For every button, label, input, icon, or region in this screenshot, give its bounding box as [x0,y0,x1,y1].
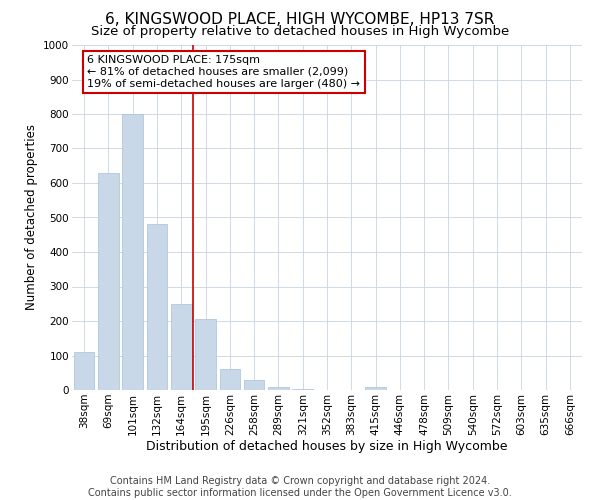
Bar [244,380,265,390]
Text: Size of property relative to detached houses in High Wycombe: Size of property relative to detached ho… [91,25,509,38]
Bar [195,320,216,390]
Bar [74,352,94,390]
Text: 6, KINGSWOOD PLACE, HIGH WYCOMBE, HP13 7SR: 6, KINGSWOOD PLACE, HIGH WYCOMBE, HP13 7… [106,12,494,28]
Bar [268,386,289,390]
Bar [171,304,191,390]
Text: Contains HM Land Registry data © Crown copyright and database right 2024.
Contai: Contains HM Land Registry data © Crown c… [88,476,512,498]
Bar [146,224,167,390]
Bar [122,114,143,390]
Bar [220,370,240,390]
Bar [365,386,386,390]
Text: 6 KINGSWOOD PLACE: 175sqm
← 81% of detached houses are smaller (2,099)
19% of se: 6 KINGSWOOD PLACE: 175sqm ← 81% of detac… [88,56,360,88]
Y-axis label: Number of detached properties: Number of detached properties [25,124,38,310]
Bar [98,172,119,390]
X-axis label: Distribution of detached houses by size in High Wycombe: Distribution of detached houses by size … [146,440,508,454]
